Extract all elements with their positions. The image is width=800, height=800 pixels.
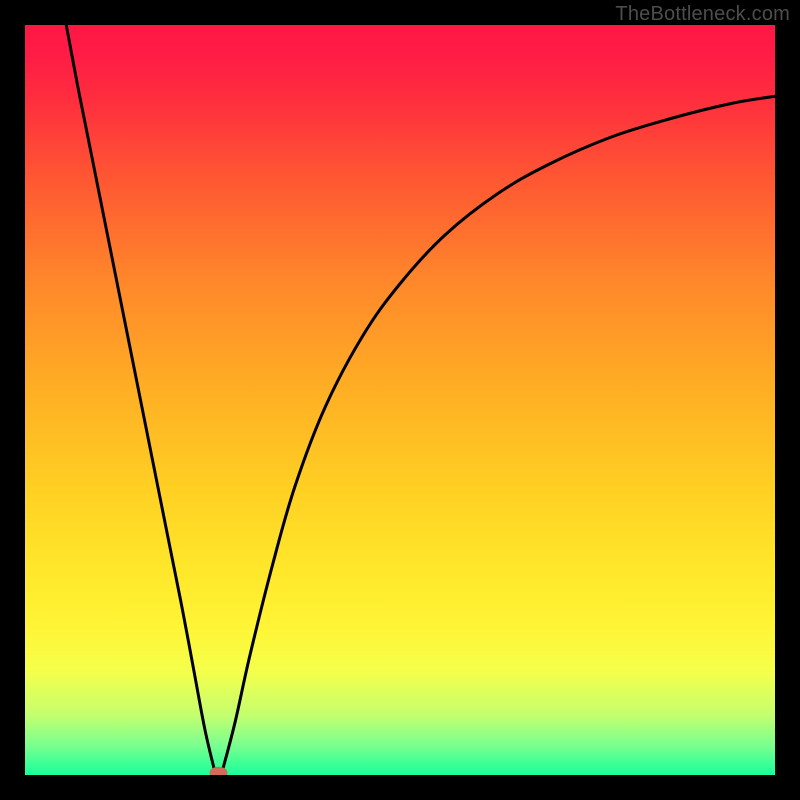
watermark-text: TheBottleneck.com (615, 3, 790, 26)
chart-svg (0, 0, 800, 800)
plot-background (25, 25, 775, 775)
bottleneck-chart: TheBottleneck.com (0, 0, 800, 800)
